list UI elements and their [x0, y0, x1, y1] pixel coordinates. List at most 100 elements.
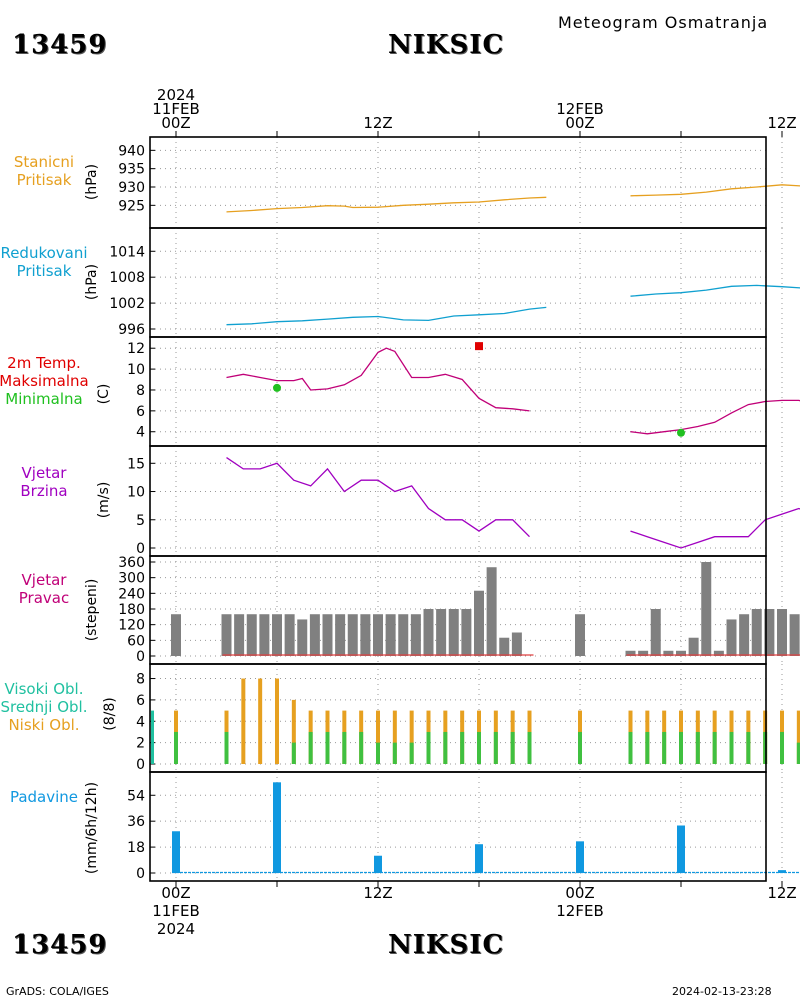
- y-tick-label: 10: [127, 485, 145, 501]
- cloud-low-bar: [796, 710, 800, 764]
- cloud-mid-bar: [796, 742, 800, 764]
- panel-label: Vjetar: [22, 464, 68, 482]
- wind-direction-bar: [751, 609, 762, 656]
- panel-label: Brzina: [20, 482, 67, 500]
- panel-frame: [149, 771, 767, 882]
- y-tick-label: 930: [118, 180, 145, 196]
- bottom-time-label: 12Z: [363, 884, 392, 902]
- cloud-low-bar: [241, 678, 246, 764]
- y-axis-label: (stepeni): [84, 579, 100, 642]
- min-temp-marker: [273, 383, 281, 392]
- wind-direction-bar: [726, 619, 737, 656]
- y-axis-label: (hPa): [84, 264, 100, 300]
- top-time-label: 00Z: [161, 114, 190, 132]
- wind-direction-bar: [663, 650, 674, 656]
- wind-direction-bar: [713, 650, 724, 656]
- cloud-mid-bar: [578, 731, 582, 764]
- series-line: [630, 399, 800, 435]
- wind-direction-bar: [486, 567, 497, 656]
- panel-label: Pravac: [19, 589, 69, 607]
- panel-label: Minimalna: [5, 390, 82, 408]
- wind-direction-bar: [221, 614, 232, 656]
- panel-5: [149, 555, 800, 665]
- y-tick-label: 4: [136, 425, 145, 441]
- station-id-top: 13459: [12, 30, 108, 60]
- y-tick-label: 940: [118, 143, 145, 159]
- cloud-mid-bar: [376, 742, 380, 764]
- wind-direction-bar: [436, 609, 447, 656]
- cloud-mid-bar: [645, 731, 650, 764]
- wind-direction-bar: [373, 614, 383, 656]
- wind-direction-bar: [638, 650, 649, 656]
- wind-direction-bar: [246, 614, 257, 656]
- wind-direction-bar: [347, 614, 358, 656]
- wind-direction-bar: [777, 609, 787, 656]
- series-line: [630, 507, 800, 549]
- series-line: [226, 196, 547, 213]
- panel-label: Padavine: [10, 788, 78, 806]
- station-name-top: NIKSIC: [388, 30, 505, 60]
- precip-bar: [576, 841, 584, 873]
- panel-label: Redukovani: [0, 244, 87, 262]
- panel-4: [149, 445, 800, 557]
- bottom-time-label: 00Z: [565, 884, 594, 902]
- top-time-label: 2024: [157, 86, 195, 104]
- series-line: [630, 184, 800, 197]
- y-tick-label: 18: [127, 840, 145, 856]
- station-id-bottom: 13459: [12, 930, 108, 960]
- top-time-label: 12Z: [363, 114, 392, 132]
- panel-1: [149, 136, 800, 229]
- y-axis-label: (hPa): [84, 164, 100, 200]
- cloud-low-bar: [392, 710, 397, 764]
- cloud-mid-bar: [325, 731, 330, 764]
- cloud-high-bar: [151, 710, 154, 764]
- cloud-mid-bar: [392, 742, 397, 764]
- panel-label: Visoki Obl.: [5, 680, 84, 698]
- y-tick-label: 1002: [109, 296, 145, 312]
- panel-label: Pritisak: [17, 262, 72, 280]
- y-tick-label: 5: [136, 513, 145, 529]
- panel-label: Srednji Obl.: [1, 698, 88, 716]
- y-tick-label: 6: [136, 693, 145, 709]
- footer-timestamp: 2024-02-13-23:28: [672, 985, 772, 998]
- cloud-mid-bar: [493, 731, 498, 764]
- bottom-time-label: 12Z: [767, 884, 796, 902]
- cloud-mid-bar: [729, 731, 734, 764]
- cloud-mid-bar: [695, 731, 700, 764]
- cloud-mid-bar: [662, 731, 667, 764]
- cloud-mid-bar: [679, 731, 683, 764]
- cloud-mid-bar: [527, 731, 532, 764]
- y-tick-label: 240: [118, 586, 145, 602]
- y-axis-label: (8/8): [102, 697, 118, 730]
- y-tick-label: 4: [136, 714, 145, 730]
- wind-direction-bar: [335, 614, 346, 656]
- cloud-mid-bar: [763, 731, 768, 764]
- precip-bar: [172, 831, 180, 873]
- panel-frame: [149, 136, 767, 229]
- wind-direction-bar: [739, 614, 750, 656]
- wind-direction-bar: [575, 614, 585, 656]
- cloud-mid-bar: [712, 731, 717, 764]
- panel-3: [149, 336, 800, 447]
- wind-direction-bar: [410, 614, 421, 656]
- panel-label: 2m Temp.: [7, 354, 81, 372]
- cloud-mid-bar: [291, 742, 296, 764]
- wind-direction-bar: [461, 609, 472, 656]
- wind-direction-bar: [676, 650, 686, 656]
- wind-direction-bar: [511, 632, 522, 656]
- y-tick-label: 12: [127, 341, 145, 357]
- panel-frame: [149, 336, 767, 447]
- y-tick-label: 0: [136, 866, 145, 882]
- precip-bar: [778, 870, 786, 873]
- y-tick-label: 996: [118, 322, 145, 338]
- wind-direction-bar: [789, 614, 800, 656]
- cloud-mid-bar: [174, 731, 178, 764]
- y-axis-label: (m/s): [96, 482, 112, 519]
- panel-label: Maksimalna: [0, 372, 89, 390]
- wind-direction-bar: [272, 614, 282, 656]
- y-tick-label: 6: [136, 404, 145, 420]
- precip-bar: [374, 855, 382, 873]
- y-tick-label: 360: [118, 555, 145, 571]
- cloud-low-bar: [291, 699, 296, 764]
- panel-label: Niski Obl.: [8, 716, 79, 734]
